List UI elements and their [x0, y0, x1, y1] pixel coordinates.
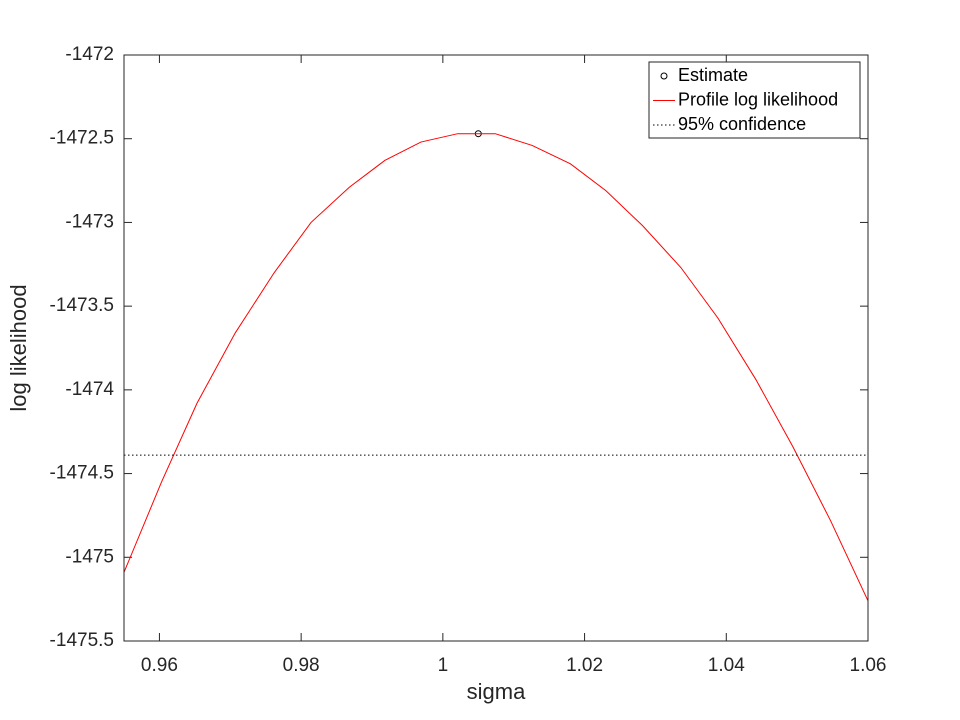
y-tick-label: -1475.5: [50, 630, 114, 651]
x-tick-label: 1: [438, 655, 449, 676]
y-tick-label: -1474: [65, 379, 114, 400]
legend-box: [648, 61, 861, 139]
y-tick-label: -1472: [65, 44, 114, 65]
x-axis-label: sigma: [467, 679, 526, 704]
y-tick-label: -1474.5: [50, 463, 114, 484]
legend-label: 95% confidence: [678, 114, 806, 134]
axes-box: [123, 54, 869, 642]
x-tick-label: 1.02: [566, 655, 603, 676]
series-line: [123, 133, 869, 602]
legend-marker: [660, 72, 668, 80]
y-tick-label: -1473: [65, 211, 114, 232]
legend-label: Estimate: [678, 65, 748, 85]
y-tick-label: -1473.5: [50, 295, 114, 316]
x-tick-label: 0.96: [141, 655, 178, 676]
plot-area: [124, 55, 868, 641]
x-tick-label: 0.98: [283, 655, 320, 676]
y-axis-label: log likelihood: [6, 284, 31, 411]
legend-label: Profile log likelihood: [678, 89, 838, 109]
x-tick-label: 1.04: [708, 655, 745, 676]
y-tick-label: -1472.5: [50, 128, 114, 149]
x-tick-label: 1.06: [850, 655, 887, 676]
y-tick-label: -1475: [65, 546, 114, 567]
